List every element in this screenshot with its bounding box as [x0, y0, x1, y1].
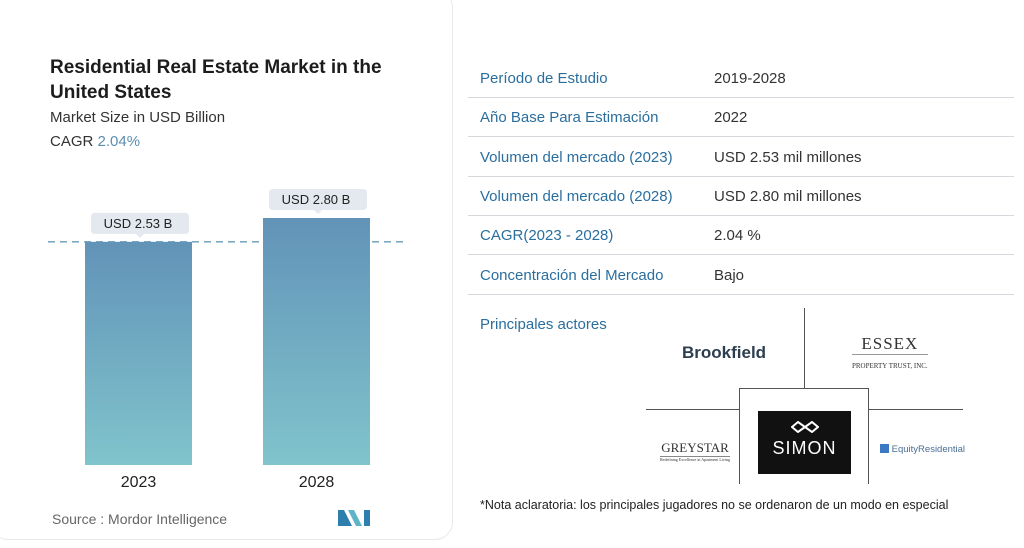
table-row: Volumen del mercado (2028) USD 2.80 mil m… — [468, 177, 1014, 216]
equity-icon — [880, 444, 889, 453]
data-label-bubble — [91, 212, 189, 238]
row-label: Volumen del mercado (2028) — [480, 187, 673, 205]
table-row: Volumen del mercado (2023) USD 2.53 mil m… — [468, 138, 1014, 177]
cagr-label: CAGR — [50, 133, 94, 150]
row-value: 2019-2028 — [714, 70, 786, 87]
row-value: 2.04 % — [714, 227, 761, 245]
row-label: Concentración del Mercado — [480, 266, 664, 284]
data-label: USD 2.80 B — [282, 192, 351, 207]
data-label: USD 2.53 B — [104, 216, 173, 231]
simon-name: SIMON — [772, 438, 837, 458]
x-tick-label: 2028 — [299, 474, 335, 491]
brookfield-logo: Brookfield — [682, 343, 767, 362]
equity-name: EquityResidential — [891, 444, 966, 455]
row-label: Año Base Para Estimación — [480, 109, 659, 127]
row-label: Volumen del mercado (2023) — [480, 148, 673, 166]
table-row: CAGR(2023 - 2028) 2.04 % — [468, 216, 1014, 256]
bar-2028 — [263, 218, 370, 465]
data-label-bubble — [269, 189, 367, 214]
source: Source : Mordor Intelligence — [52, 511, 228, 527]
row-value: USD 2.53 mil millones — [714, 148, 862, 166]
row-label: CAGR(2023 - 2028) — [480, 227, 614, 245]
greystar-name: GREYSTAR — [661, 440, 729, 455]
row-value: 2022 — [714, 109, 748, 127]
essex-sub: PROPERTY TRUST, INC. — [852, 362, 928, 370]
row-label: Período de Estudio — [480, 70, 608, 87]
chart-subtitle: Market Size in USD Billion — [50, 109, 226, 126]
mordor-logo-icon — [338, 510, 370, 526]
cagr-value: 2.04% — [97, 133, 141, 150]
table-row: Concentración del Mercado Bajo — [468, 256, 1014, 295]
row-value: USD 2.80 mil millones — [714, 187, 862, 205]
chart-card — [0, 0, 453, 540]
center-frame — [739, 388, 869, 484]
greystar-sub: Redefining Excellence in Apartment Livin… — [660, 456, 730, 462]
bar-chart: USD 2.53 B 2023 USD 2.80 B 2028 — [48, 189, 405, 491]
table-row: Período de Estudio 2019-2028 — [468, 59, 1014, 98]
divider — [868, 409, 963, 410]
greystar-logo: GREYSTAR Redefining Excellence in Apartme… — [660, 440, 730, 462]
essex-logo: ESSEX PROPERTY TRUST, INC. — [852, 334, 928, 373]
divider — [804, 308, 805, 388]
table-row: Año Base Para Estimación 2022 — [468, 98, 1014, 138]
actors-title: Principales actores — [480, 316, 607, 333]
divider — [646, 409, 739, 410]
cagr: CAGR 2.04% — [50, 133, 140, 150]
bar-2023 — [85, 241, 192, 465]
essex-name: ESSEX — [852, 334, 928, 355]
simon-mark-icon — [791, 421, 819, 433]
chart-title: Residential Real Estate Market in the Un… — [50, 57, 382, 103]
simon-logo: SIMON — [758, 411, 851, 474]
disclaimer-note: *Nota aclaratoria: los principales jugad… — [480, 498, 949, 512]
row-value: Bajo — [714, 266, 745, 284]
equity-residential-logo: EquityResidential — [880, 444, 965, 455]
x-tick-label: 2023 — [121, 474, 157, 491]
